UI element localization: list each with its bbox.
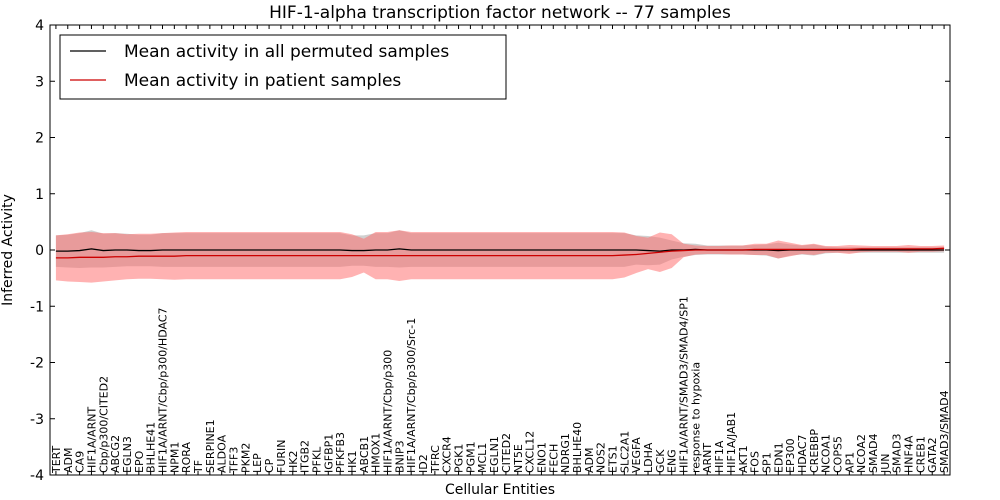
y-tick-label: -1	[30, 299, 44, 315]
x-tick-label: HNF4A	[903, 435, 916, 473]
x-tick-label: CITED2	[500, 433, 513, 473]
x-tick-label: CP	[263, 458, 276, 473]
legend: Mean activity in all permuted samples Me…	[59, 34, 507, 100]
x-tick-label: IGFBP1	[322, 434, 335, 473]
x-tick-label: EGLN3	[121, 436, 134, 473]
x-tick-label: CA9	[74, 451, 87, 473]
x-tick-label: BHLHE40	[571, 422, 584, 473]
y-tick-label: -3	[30, 412, 44, 428]
x-tick-label: FURIN	[275, 439, 288, 473]
x-tick-label: JUN	[879, 453, 892, 474]
y-tick-label: 0	[35, 243, 44, 259]
x-tick-label: HDAC7	[796, 434, 809, 473]
x-tick-label: TF	[192, 460, 205, 474]
x-tick-label: EDN1	[772, 442, 785, 473]
x-tick-label: ENG	[666, 449, 679, 473]
x-tick-label: ABCB1	[358, 436, 371, 473]
x-tick-label: ADM	[62, 447, 75, 473]
x-tick-label: HIF1A/ARNT/Cbp/p300	[382, 350, 395, 473]
chart-title: HIF-1-alpha transcription factor network…	[269, 3, 731, 23]
x-tick-label: GCK	[654, 449, 667, 473]
x-tick-label: EGLN1	[488, 436, 501, 473]
x-tick-label: CREBBP	[808, 429, 821, 473]
x-tick-label: Cbp/p300/CITED2	[97, 376, 110, 473]
x-tick-label: NCOA2	[855, 434, 868, 473]
x-tick-label: RORA	[180, 441, 193, 472]
x-tick-label: AP1	[843, 452, 856, 473]
legend-label-patient: Mean activity in patient samples	[124, 71, 401, 91]
series-line-1	[55, 247, 945, 259]
x-tick-label: TFF3	[228, 447, 241, 474]
x-tick-label: HIF1A/ARNT	[85, 407, 98, 473]
x-tick-label: FOS	[749, 451, 762, 473]
x-tick-label: ADM	[583, 448, 596, 474]
x-tick-label: ABCG2	[109, 435, 122, 473]
x-tick-label: CREB1	[914, 436, 927, 473]
x-tick-label: LDHA	[642, 442, 655, 473]
x-tick-label: HIF1A/ARNT/SMAD3/SMAD4/SP1	[678, 296, 691, 473]
x-tick-label: PKM2	[239, 443, 252, 473]
x-tick-label: CXCR4	[441, 436, 454, 473]
x-tick-label: SP1	[760, 452, 773, 473]
x-tick-label: NOS2	[595, 442, 608, 473]
x-tick-label: BNIP3	[393, 440, 406, 473]
x-tick-label: HIF1A/ARNT/Cbp/p300/HDAC7	[157, 308, 170, 474]
x-tick-label: HMOX1	[370, 433, 383, 473]
x-tick-label: PGK1	[453, 444, 466, 473]
x-tick-label: TERT	[50, 445, 63, 474]
series-lines	[55, 247, 945, 259]
x-axis-ticks: TERTADMCA9HIF1A/ARNTCbp/p300/CITED2ABCG2…	[50, 25, 951, 475]
x-tick-label: PGM1	[464, 441, 477, 473]
x-tick-label: SMAD4	[867, 434, 880, 473]
x-tick-label: COPS5	[832, 436, 845, 473]
x-tick-label: HK2	[287, 451, 300, 473]
y-tick-label: 1	[35, 187, 44, 203]
x-tick-label: PFKL	[310, 446, 323, 473]
std-band-series-1	[55, 230, 945, 283]
x-tick-label: LEP	[251, 453, 264, 473]
x-axis-label: Cellular Entities	[445, 482, 555, 498]
y-tick-label: -2	[30, 356, 44, 372]
x-tick-label: SMAD3/SMAD4	[938, 390, 951, 473]
x-tick-label: ENO1	[535, 442, 548, 473]
x-tick-label: BHLHE41	[145, 422, 158, 473]
x-tick-label: NPM1	[168, 442, 181, 473]
x-tick-label: VEGFA	[630, 437, 643, 473]
x-tick-label: MCL1	[476, 443, 489, 473]
y-tick-label: -4	[30, 468, 44, 484]
x-tick-label: GATA2	[926, 437, 939, 473]
x-tick-label: EPO	[133, 450, 146, 473]
x-tick-label: NDRG1	[559, 433, 572, 473]
x-tick-label: SLC2A1	[618, 431, 631, 473]
x-tick-label: ETS1	[607, 445, 620, 473]
x-tick-label: ITGB2	[299, 440, 312, 473]
x-tick-label: HIF1A/ARNT/Cbp/p300/Src-1	[405, 318, 418, 473]
x-tick-label: ARNT	[701, 443, 714, 473]
y-tick-label: 4	[35, 18, 44, 34]
x-tick-label: response to hypoxia	[689, 362, 702, 473]
x-tick-label: SMAD3	[891, 434, 904, 473]
y-axis-ticks: -4 -3 -2 -1 0 1 2 3 4	[30, 18, 950, 484]
x-tick-label: NCOA1	[820, 434, 833, 473]
x-tick-label: HK1	[346, 451, 359, 473]
legend-label-permuted: Mean activity in all permuted samples	[124, 42, 449, 62]
x-tick-label: HIF1A	[713, 440, 726, 473]
x-tick-label: TFRC	[429, 445, 442, 474]
x-tick-label: SERPINE1	[204, 419, 217, 473]
x-tick-label: NT5E	[512, 444, 525, 473]
y-axis-label: Inferred Activity	[0, 194, 16, 306]
x-tick-label: PFKFB3	[334, 432, 347, 473]
x-tick-label: ID2	[417, 454, 430, 473]
x-tick-label: FECH	[547, 444, 560, 473]
x-tick-label: EP300	[784, 438, 797, 473]
legend-box	[59, 34, 507, 100]
uncertainty-bands	[55, 230, 945, 283]
x-tick-label: AKT1	[737, 445, 750, 473]
x-tick-label: HIF1A/JAB1	[725, 412, 738, 473]
x-tick-label: ALDOA	[216, 434, 229, 473]
y-tick-label: 2	[35, 131, 44, 147]
x-tick-label: CXCL12	[524, 431, 537, 473]
y-tick-label: 3	[35, 74, 44, 90]
